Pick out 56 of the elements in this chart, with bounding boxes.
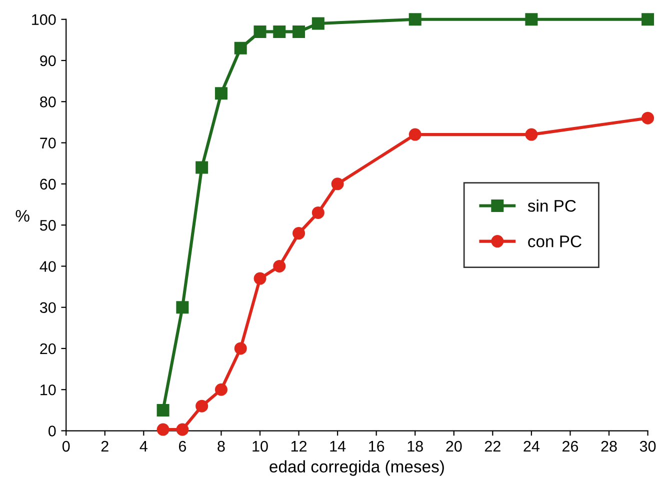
point <box>331 178 344 190</box>
point <box>292 227 306 240</box>
point <box>214 383 228 396</box>
x-tick-label: 10 <box>252 440 268 452</box>
x-tick-label: 2 <box>101 440 108 452</box>
point <box>273 25 286 38</box>
point <box>234 342 247 355</box>
y-tick-label: 40 <box>40 261 56 272</box>
x-tick-label: 20 <box>446 440 462 452</box>
x-tick-label: 18 <box>408 440 423 452</box>
point <box>408 128 422 141</box>
y-tick-label: 0 <box>48 426 56 436</box>
point <box>312 17 324 30</box>
point <box>234 42 247 54</box>
x-tick-label: 30 <box>640 440 656 452</box>
point <box>214 87 228 100</box>
point <box>254 272 266 285</box>
legend-label: sin PC <box>528 200 576 212</box>
point <box>156 423 170 436</box>
point <box>525 13 538 26</box>
x-tick-label: 24 <box>524 440 540 452</box>
y-tick-label: 90 <box>40 55 56 66</box>
point <box>273 260 286 272</box>
x-tick-label: 0 <box>62 440 70 452</box>
x-tick-label: 28 <box>601 440 617 452</box>
x-tick-label: 16 <box>369 440 384 452</box>
x-tick-label: 26 <box>562 440 578 452</box>
point <box>254 25 266 38</box>
y-axis-title: % <box>16 210 30 222</box>
legend-label: con PC <box>528 236 582 248</box>
y-tick-label: 10 <box>40 384 56 396</box>
point <box>196 400 208 412</box>
point <box>525 128 538 141</box>
point <box>292 25 306 38</box>
y-tick-label: 30 <box>40 302 56 314</box>
point <box>156 404 170 416</box>
point <box>312 206 324 219</box>
x-axis-title: edad corregida (meses) <box>270 460 444 476</box>
y-tick-label: 70 <box>40 138 56 148</box>
point <box>408 13 422 26</box>
x-tick-label: 22 <box>484 440 500 452</box>
y-tick-label: 80 <box>40 96 56 108</box>
point <box>196 161 208 174</box>
x-tick-label: 8 <box>218 440 225 452</box>
point <box>176 301 189 314</box>
y-tick-label: 60 <box>40 178 56 190</box>
x-tick-label: 4 <box>140 441 148 452</box>
x-tick-label: 6 <box>178 440 186 452</box>
y-tick-label: 50 <box>40 220 56 231</box>
point <box>642 13 654 26</box>
x-tick-label: 14 <box>330 441 346 452</box>
point <box>176 423 189 436</box>
x-tick-label: 12 <box>291 440 306 452</box>
y-tick-label: 100 <box>32 14 56 26</box>
point <box>642 112 654 124</box>
y-tick-label: 20 <box>40 343 56 354</box>
